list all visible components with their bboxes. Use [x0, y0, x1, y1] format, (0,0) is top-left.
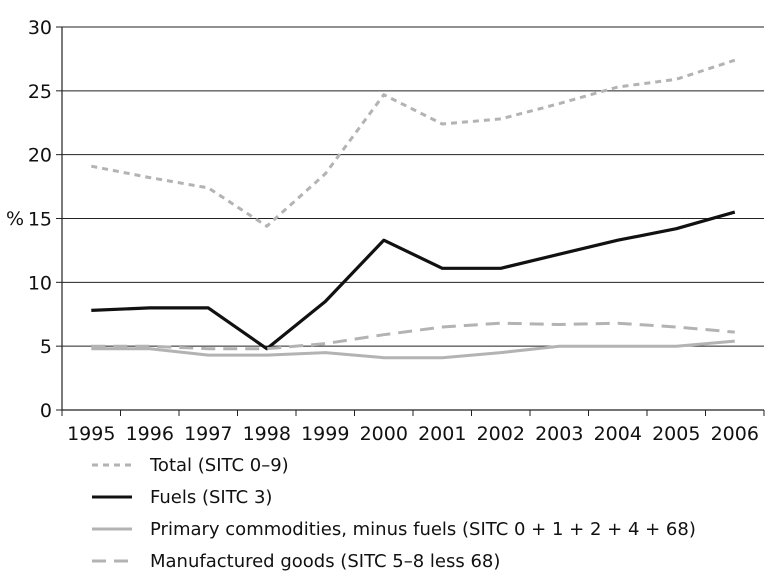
legend: Total (SITC 0–9) Fuels (SITC 3) Primary co… [92, 455, 696, 572]
x-tick-label: 1996 [126, 423, 174, 445]
legend-item: Manufactured goods (SITC 5–8 less 68) [92, 551, 500, 572]
x-tick-label: 2001 [418, 423, 466, 445]
x-tick-label: 2002 [477, 423, 525, 445]
legend-label: Primary commodities, minus fuels (SITC 0… [150, 519, 696, 540]
y-tick-label: 5 [40, 336, 52, 358]
y-tick-label: 30 [28, 17, 52, 39]
legend-item: Total (SITC 0–9) [92, 455, 289, 476]
legend-label: Manufactured goods (SITC 5–8 less 68) [150, 551, 500, 572]
x-tick-label: 1995 [67, 423, 115, 445]
legend-item: Fuels (SITC 3) [92, 487, 272, 508]
legend-label: Total (SITC 0–9) [149, 455, 289, 476]
y-tick-label: 10 [28, 272, 52, 294]
axes: 0 5 10 15 20 25 30 1995 1996 1997 1998 1999 2000 2001… [28, 17, 765, 445]
x-tick-label: 1998 [243, 423, 291, 445]
y-tick-label: 15 [28, 209, 52, 231]
y-tick-label: 20 [28, 145, 52, 167]
series-lines [91, 58, 736, 360]
x-tick-label: 1999 [301, 423, 349, 445]
legend-label: Fuels (SITC 3) [150, 487, 272, 508]
series-line-1 [91, 58, 736, 228]
y-tick-label: 0 [40, 400, 52, 422]
x-tick-label: 2003 [535, 423, 583, 445]
series-line-4 [91, 321, 735, 351]
gridlines [62, 26, 764, 347]
legend-item: Primary commodities, minus fuels (SITC 0… [92, 519, 696, 540]
series-line-2 [91, 210, 736, 351]
x-tick-label: 2006 [711, 423, 759, 445]
y-axis-label: % [6, 208, 24, 230]
series-line-3 [91, 339, 735, 360]
x-tick-label: 2004 [594, 423, 642, 445]
y-tick-label: 25 [28, 81, 52, 103]
x-tick-label: 2000 [360, 423, 408, 445]
x-tick-label: 1997 [184, 423, 232, 445]
x-tick-label: 2005 [652, 423, 700, 445]
